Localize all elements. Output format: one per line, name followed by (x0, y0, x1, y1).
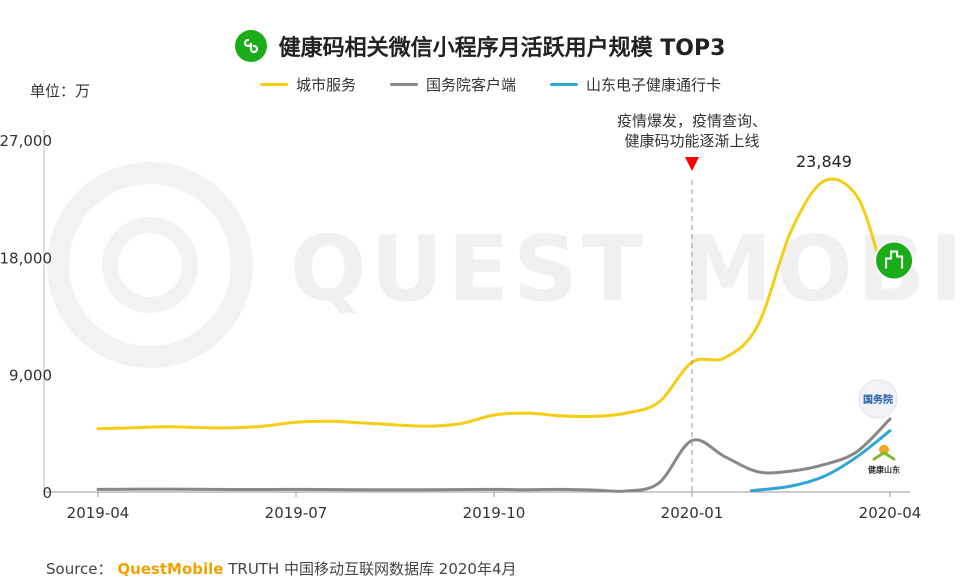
peak-value-label: 23,849 (796, 152, 852, 171)
chart-legend: 城市服务 国务院客户端 山东电子健康通行卡 (260, 74, 721, 95)
series-line-shandong-card (749, 429, 892, 493)
shandong-badge-text: 健康山东 (868, 465, 900, 475)
x-tick-label: 2020-04 (859, 504, 922, 522)
shandong-badge-mountain (872, 450, 896, 461)
source-rest: TRUTH 中国移动互联网数据库 2020年4月 (228, 560, 517, 578)
source-prefix: Source： (46, 560, 113, 578)
source-brand: QuestMobile (117, 560, 224, 578)
legend-item-gov-client: 国务院客户端 (390, 74, 516, 95)
legend-label: 城市服务 (296, 76, 357, 94)
gov-badge-circle (858, 379, 898, 419)
watermark-text: QUEST MOBILE (290, 217, 960, 322)
event-annotation-text: 健康码功能逐渐上线 (624, 132, 759, 150)
x-tick-label: 2019-10 (463, 504, 526, 522)
axes: 0 9,000 18,000 27,000 2019-04 2019-07 2019-10 2… (0, 130, 921, 522)
legend-swatch-city-service (260, 83, 288, 86)
y-tick-label: 27,000 (0, 132, 52, 150)
city-service-badge-circle (874, 240, 915, 281)
y-tick-label: 9,000 (9, 367, 52, 385)
unit-label: 单位：万 (30, 82, 91, 100)
legend-swatch-shandong-card (550, 83, 579, 86)
event-annotation-text: 疫情爆发，疫情查询、 (617, 112, 767, 130)
event-marker-triangle (685, 157, 699, 171)
legend-label: 国务院客户端 (426, 76, 517, 94)
legend-swatch-gov-client (390, 83, 419, 86)
series-lines (96, 177, 892, 493)
badge-city-service (874, 240, 915, 281)
x-tick-label: 2019-04 (67, 504, 130, 522)
series-line-gov-client (96, 417, 892, 493)
x-tick-label: 2020-01 (661, 504, 724, 522)
legend-item-shandong-card: 山东电子健康通行卡 (550, 74, 721, 95)
y-tick-label: 0 (42, 484, 52, 502)
y-tick-label: 18,000 (0, 249, 52, 267)
watermark: QUEST MOBILE (47, 162, 960, 368)
series-line-city-service (96, 177, 882, 431)
badge-gov-client: 国务院 (858, 379, 898, 419)
building-icon (885, 250, 904, 269)
gov-badge-text: 国务院 (863, 393, 893, 406)
badge-shandong-card: 健康山东 (868, 444, 900, 475)
source-line: Source： QuestMobile TRUTH 中国移动互联网数据库 202… (46, 558, 517, 579)
legend-item-city-service: 城市服务 (260, 74, 356, 95)
shandong-badge-sun (879, 444, 889, 455)
chart-title: 健康码相关微信小程序月活跃用户规模 TOP3 (0, 30, 960, 65)
mini-program-icon (234, 30, 267, 62)
legend-label: 山东电子健康通行卡 (586, 76, 722, 94)
x-tick-label: 2019-07 (265, 504, 328, 522)
chart-title-text: 健康码相关微信小程序月活跃用户规模 TOP3 (278, 36, 726, 61)
